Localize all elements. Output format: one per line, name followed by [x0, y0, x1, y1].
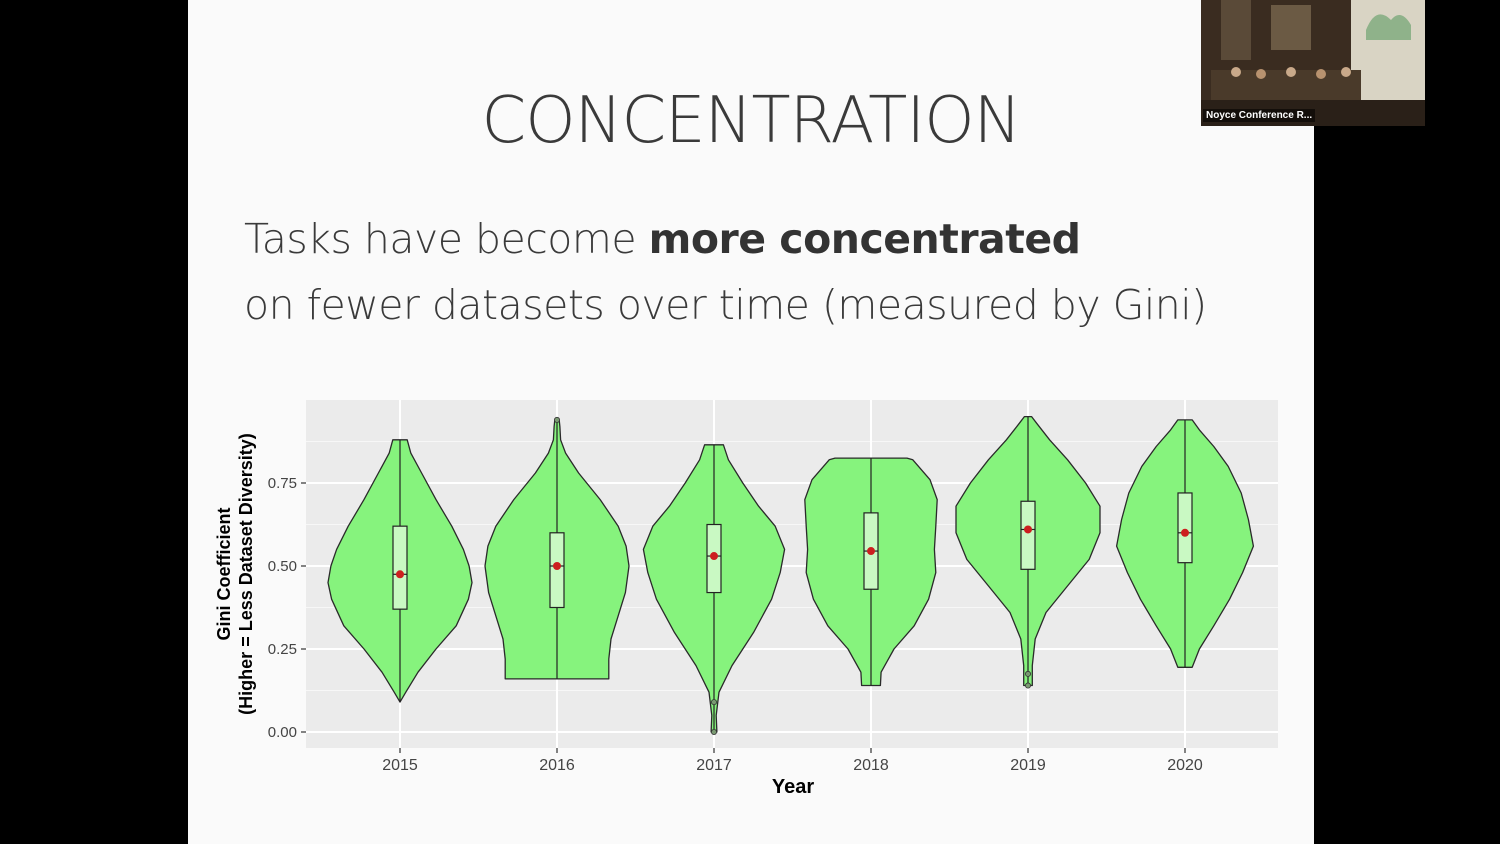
- outlier-point: [553, 416, 560, 423]
- x-tick-label: 2020: [1167, 757, 1203, 774]
- box-2020: [1177, 492, 1193, 564]
- mean-dot-2018: [867, 547, 875, 556]
- outlier-point: [711, 729, 718, 736]
- slide-title: CONCENTRATION: [481, 84, 1022, 158]
- box-2016: [549, 532, 565, 609]
- subtitle-line2: on fewer datasets over time (measured by…: [244, 281, 1207, 329]
- y-axis-label-line2: (Higher = Less Dataset Diversity): [236, 433, 256, 715]
- x-tick-label: 2016: [539, 757, 575, 774]
- x-tick-label: 2019: [1010, 757, 1046, 774]
- y-tick-label: 0.50: [268, 558, 297, 575]
- y-axis: 0.00 0.25 0.50 0.75: [268, 475, 306, 741]
- conference-room-image: [1201, 0, 1425, 126]
- violin-chart: 0.00 0.25 0.50 0.75 2015 2016 2017 2018 2019 202…: [214, 400, 1278, 798]
- y-tick-label: 0.00: [268, 724, 297, 741]
- subtitle-line1-prefix: Tasks have become: [244, 215, 649, 263]
- y-tick-label: 0.75: [268, 475, 297, 492]
- outlier-point: [711, 699, 718, 706]
- x-axis: 2015 2016 2017 2018 2019 2020: [382, 748, 1203, 774]
- mean-dot-2015: [396, 570, 404, 579]
- presentation-slide: CONCENTRATION Tasks have become more con…: [188, 0, 1314, 844]
- slide-subtitle: Tasks have become more concentrated on fe…: [244, 206, 1304, 338]
- box-2015: [392, 525, 408, 610]
- mean-dot-2016: [553, 562, 561, 570]
- mean-dot-2017: [710, 552, 718, 561]
- box-2019: [1020, 500, 1036, 570]
- x-axis-label: Year: [772, 776, 814, 798]
- outlier-point: [1025, 670, 1032, 677]
- x-tick-label: 2018: [853, 757, 889, 774]
- violins: [327, 415, 1255, 736]
- y-tick-label: 0.25: [268, 641, 297, 658]
- y-axis-label-line1: Gini Coefficient: [214, 507, 234, 640]
- outlier-point: [1025, 682, 1032, 689]
- participant-video-tile[interactable]: Noyce Conference R...: [1201, 0, 1425, 126]
- x-tick-label: 2017: [696, 757, 732, 774]
- x-tick-label: 2015: [382, 757, 418, 774]
- mean-dot-2019: [1024, 525, 1032, 534]
- video-tile-label: Noyce Conference R...: [1203, 109, 1316, 122]
- mean-dot-2020: [1181, 528, 1189, 537]
- subtitle-bold-phrase: more concentrated: [648, 215, 1081, 263]
